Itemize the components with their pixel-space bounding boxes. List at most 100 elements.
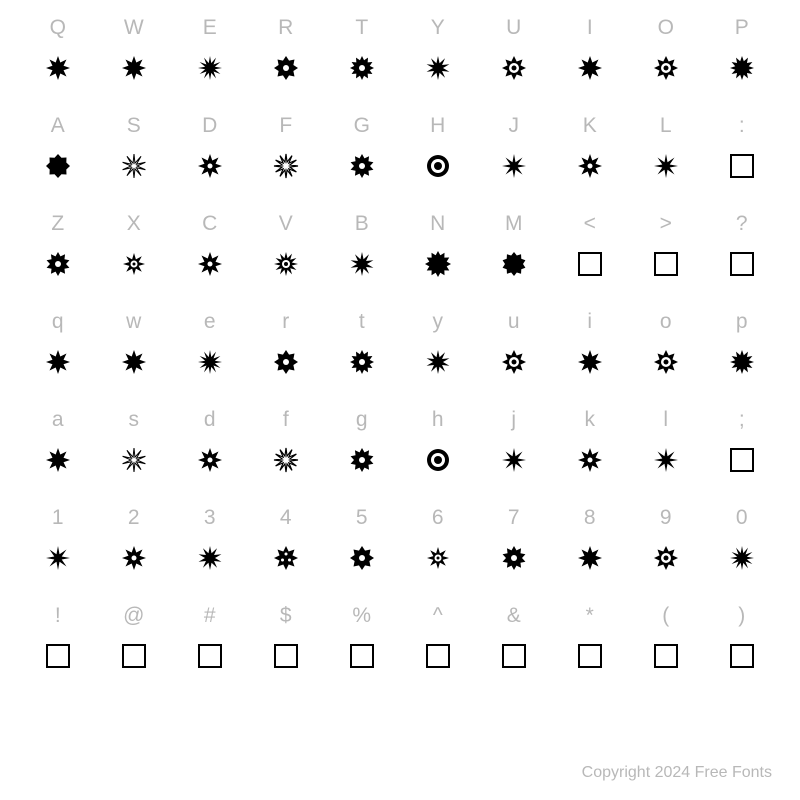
char-label: e xyxy=(204,304,216,340)
char-cell: $ xyxy=(248,598,324,696)
char-cell: # xyxy=(172,598,248,696)
char-label: K xyxy=(583,108,598,144)
glyph-star8 xyxy=(44,54,72,82)
char-label: W xyxy=(124,10,144,46)
glyph-gear10 xyxy=(348,152,376,180)
char-label: > xyxy=(660,206,673,242)
char-label: Q xyxy=(50,10,67,46)
glyph-targetsun xyxy=(272,250,300,278)
char-cell: ! xyxy=(20,598,96,696)
char-cell: e xyxy=(172,304,248,402)
missing-glyph-box xyxy=(502,644,526,668)
char-cell: y xyxy=(400,304,476,402)
glyph-gear10 xyxy=(500,544,528,572)
glyph-burst8 xyxy=(500,446,528,474)
char-label: w xyxy=(126,304,142,340)
char-cell: K xyxy=(552,108,628,206)
char-cell: O xyxy=(628,10,704,108)
char-label: S xyxy=(127,108,142,144)
char-cell: X xyxy=(96,206,172,304)
glyph-sun xyxy=(424,250,452,278)
char-label: O xyxy=(658,10,675,46)
glyph-burst12 xyxy=(728,544,756,572)
glyph-gear10 xyxy=(348,446,376,474)
char-label: g xyxy=(356,402,368,438)
char-cell: L xyxy=(628,108,704,206)
char-label: p xyxy=(736,304,748,340)
glyph-blob10 xyxy=(500,250,528,278)
glyph-burst12 xyxy=(196,54,224,82)
missing-glyph-box xyxy=(578,644,602,668)
glyph-spikes xyxy=(120,446,148,474)
char-cell: Z xyxy=(20,206,96,304)
missing-glyph-box xyxy=(730,644,754,668)
char-cell: < xyxy=(552,206,628,304)
char-cell: ; xyxy=(704,402,780,500)
char-cell: d xyxy=(172,402,248,500)
char-cell: A xyxy=(20,108,96,206)
char-label: P xyxy=(735,10,750,46)
glyph-star12 xyxy=(728,54,756,82)
glyph-star8 xyxy=(120,54,148,82)
char-cell: 5 xyxy=(324,500,400,598)
missing-glyph-box xyxy=(578,252,602,276)
glyph-star8 xyxy=(120,348,148,376)
char-label: B xyxy=(355,206,370,242)
char-cell: V xyxy=(248,206,324,304)
char-cell: : xyxy=(704,108,780,206)
missing-glyph-box xyxy=(274,644,298,668)
char-cell: ^ xyxy=(400,598,476,696)
char-cell: D xyxy=(172,108,248,206)
glyph-star8 xyxy=(576,348,604,376)
char-cell: f xyxy=(248,402,324,500)
char-label: % xyxy=(352,598,371,634)
char-label: G xyxy=(354,108,371,144)
char-label: H xyxy=(430,108,446,144)
char-label: k xyxy=(585,402,596,438)
char-cell: k xyxy=(552,402,628,500)
char-cell: G xyxy=(324,108,400,206)
missing-glyph-box xyxy=(198,644,222,668)
char-cell: u xyxy=(476,304,552,402)
char-label: 5 xyxy=(356,500,368,536)
char-label: V xyxy=(279,206,294,242)
char-cell: * xyxy=(552,598,628,696)
glyph-target8 xyxy=(500,348,528,376)
glyph-gear12 xyxy=(348,54,376,82)
glyph-burst8 xyxy=(500,152,528,180)
char-cell: 3 xyxy=(172,500,248,598)
char-label: ? xyxy=(736,206,748,242)
glyph-star8c xyxy=(196,152,224,180)
char-cell: 9 xyxy=(628,500,704,598)
glyph-target8 xyxy=(652,54,680,82)
glyph-star8c xyxy=(120,544,148,572)
char-label: f xyxy=(283,402,289,438)
glyph-burst10 xyxy=(424,348,452,376)
char-label: s xyxy=(129,402,140,438)
char-cell: o xyxy=(628,304,704,402)
char-cell: Q xyxy=(20,10,96,108)
char-label: 9 xyxy=(660,500,672,536)
char-label: o xyxy=(660,304,672,340)
char-cell: 8 xyxy=(552,500,628,598)
glyph-flower xyxy=(120,250,148,278)
glyph-gear8 xyxy=(272,54,300,82)
char-label: E xyxy=(203,10,218,46)
char-label: I xyxy=(587,10,593,46)
char-label: 8 xyxy=(584,500,596,536)
char-cell: B xyxy=(324,206,400,304)
char-label: # xyxy=(204,598,216,634)
char-cell: 0 xyxy=(704,500,780,598)
char-cell: T xyxy=(324,10,400,108)
char-cell: > xyxy=(628,206,704,304)
missing-glyph-box xyxy=(654,644,678,668)
char-cell: P xyxy=(704,10,780,108)
glyph-gear8 xyxy=(272,348,300,376)
char-cell: a xyxy=(20,402,96,500)
missing-glyph-box xyxy=(46,644,70,668)
char-label: l xyxy=(663,402,668,438)
char-cell: l xyxy=(628,402,704,500)
char-cell: h xyxy=(400,402,476,500)
glyph-burst8 xyxy=(44,544,72,572)
char-cell: w xyxy=(96,304,172,402)
